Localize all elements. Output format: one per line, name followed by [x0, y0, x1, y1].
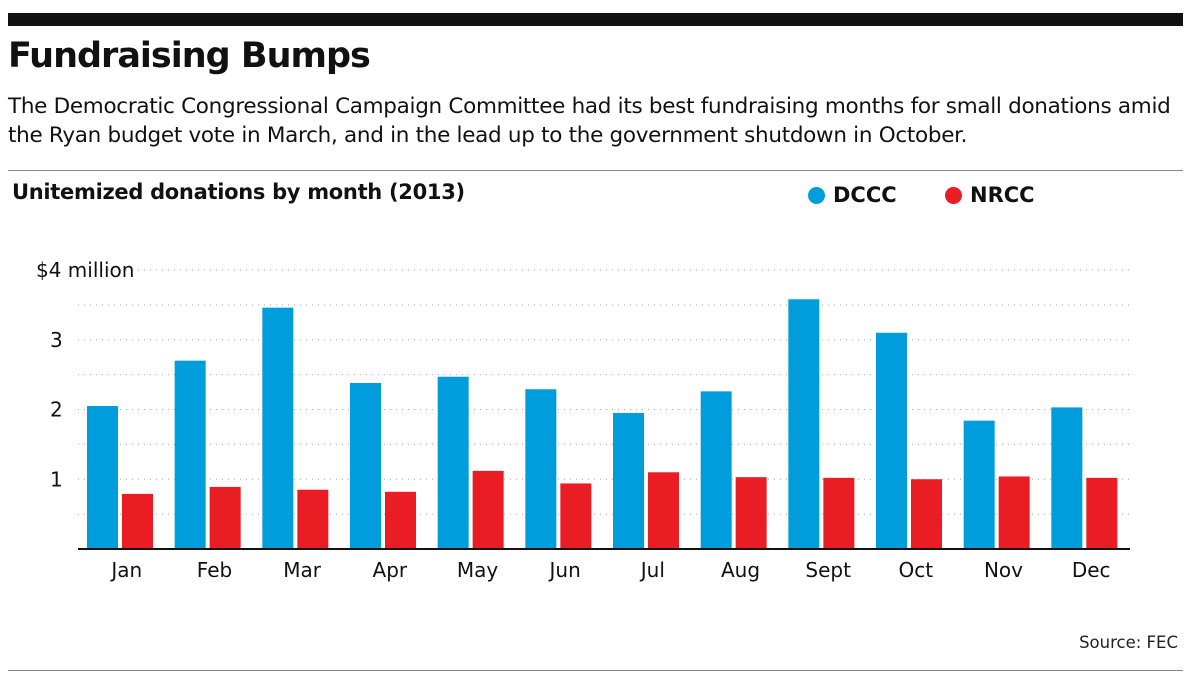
- section-divider: [8, 170, 1183, 171]
- y-tick-label: 1: [50, 467, 63, 491]
- x-tick-label: Oct: [899, 558, 934, 582]
- x-tick-label: Nov: [984, 558, 1023, 582]
- y-tick-label: 2: [50, 398, 63, 422]
- bar-dccc: [700, 391, 732, 549]
- dek-text: The Democratic Congressional Campaign Co…: [8, 94, 1171, 148]
- legend-label-nrcc: NRCC: [970, 183, 1035, 207]
- chart-title: Unitemized donations by month (2013): [12, 180, 465, 204]
- bar-dccc: [350, 382, 381, 549]
- x-tick-label: Jun: [548, 558, 581, 582]
- legend-item-dccc: DCCC: [808, 180, 897, 210]
- headline: Fundraising Bumps: [8, 36, 371, 76]
- gridlines: [78, 269, 1130, 515]
- bar-dccc: [613, 412, 644, 549]
- bar-dccc: [788, 299, 820, 549]
- x-tick-label: Aug: [721, 558, 760, 582]
- bar-nrcc: [385, 491, 416, 549]
- bottom-rule: [8, 670, 1183, 671]
- x-tick-label: May: [457, 558, 499, 582]
- top-rule: [8, 13, 1183, 26]
- bar-dccc: [174, 360, 206, 549]
- source-note: Source: FEC: [1079, 633, 1178, 652]
- axes: 1 2 3 $4 million Jan Feb Mar Apr May Jun Jul Aug Sep…: [36, 258, 1130, 582]
- bar-nrcc: [122, 493, 153, 549]
- legend-label-dccc: DCCC: [833, 183, 897, 207]
- bar-nrcc: [735, 477, 767, 549]
- legend-swatch-nrcc: [945, 186, 962, 204]
- legend-item-nrcc: NRCC: [945, 180, 1035, 210]
- y-tick-label: $4 million: [36, 258, 134, 282]
- x-tick-label: Feb: [197, 558, 232, 582]
- bar-dccc: [1051, 407, 1083, 549]
- bar-nrcc: [1086, 477, 1118, 549]
- y-tick-label: 3: [50, 328, 63, 352]
- x-tick-label: Jul: [639, 558, 665, 582]
- bar-nrcc: [472, 470, 504, 549]
- x-tick-label: Dec: [1072, 558, 1111, 582]
- legend-swatch-dccc: [808, 186, 825, 204]
- bar-nrcc: [560, 483, 592, 549]
- bar-nrcc: [998, 476, 1030, 549]
- x-tick-label: Mar: [283, 558, 322, 582]
- bar-nrcc: [648, 472, 679, 549]
- bar-dccc: [963, 420, 995, 549]
- bar-nrcc: [297, 489, 329, 549]
- bar-nrcc: [209, 486, 241, 549]
- bars: [87, 299, 1118, 549]
- bar-nrcc: [823, 477, 855, 549]
- bar-dccc: [87, 406, 118, 549]
- bar-dccc: [437, 376, 469, 549]
- bar-dccc: [262, 307, 294, 549]
- bar-dccc: [876, 332, 907, 549]
- bar-nrcc: [911, 479, 942, 549]
- bar-dccc: [525, 389, 557, 549]
- x-tick-label: Apr: [373, 558, 408, 582]
- x-tick-label: Jan: [109, 558, 142, 582]
- x-tick-label: Sept: [805, 558, 851, 582]
